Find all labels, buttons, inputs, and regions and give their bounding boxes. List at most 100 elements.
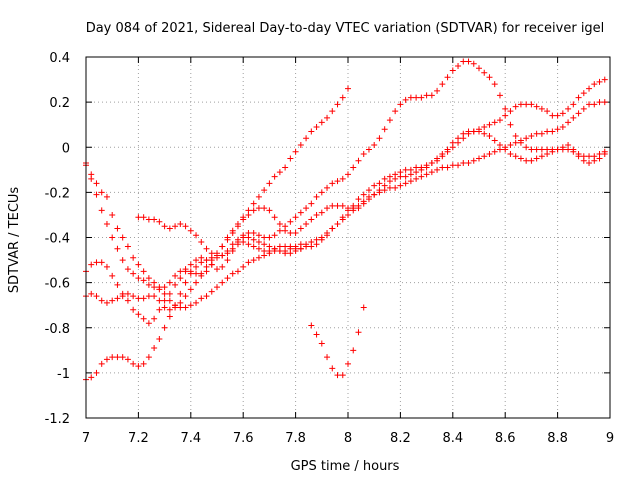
- data-point: [234, 236, 241, 243]
- data-point: [145, 354, 152, 361]
- data-point: [187, 286, 194, 293]
- data-point: [591, 81, 598, 88]
- data-point: [318, 234, 325, 241]
- data-point: [586, 160, 593, 167]
- data-point: [261, 248, 268, 255]
- data-point: [413, 169, 420, 176]
- data-point: [402, 173, 409, 180]
- data-point: [434, 155, 441, 162]
- data-point: [103, 299, 110, 306]
- data-point: [135, 363, 142, 370]
- y-tick-label: 0.4: [49, 51, 70, 66]
- data-point: [109, 272, 116, 279]
- data-point: [177, 275, 184, 282]
- data-point: [109, 234, 116, 241]
- data-point: [161, 223, 168, 230]
- data-point: [580, 157, 587, 164]
- data-point: [203, 245, 210, 252]
- data-point: [214, 284, 220, 291]
- data-point: [93, 369, 100, 376]
- data-point: [250, 229, 257, 236]
- data-point: [334, 202, 341, 209]
- data-point: [255, 254, 262, 261]
- data-point: [512, 132, 519, 139]
- data-point: [313, 211, 320, 218]
- data-point: [98, 259, 105, 266]
- x-tick-label: 7.4: [180, 431, 201, 446]
- data-point: [392, 108, 399, 115]
- data-point: [544, 108, 551, 115]
- data-point: [151, 315, 158, 322]
- data-point: [423, 164, 430, 171]
- data-point: [177, 299, 184, 306]
- data-point: [334, 220, 341, 227]
- data-point: [491, 137, 498, 144]
- data-point: [255, 205, 262, 212]
- data-point: [345, 171, 351, 178]
- data-point: [297, 141, 304, 148]
- data-point: [276, 227, 283, 234]
- data-point: [428, 160, 435, 167]
- data-point: [318, 119, 325, 126]
- data-point: [145, 281, 152, 288]
- data-point: [449, 67, 456, 74]
- data-point: [324, 205, 331, 212]
- data-point: [266, 234, 273, 241]
- data-point: [324, 114, 331, 121]
- data-point: [339, 94, 346, 101]
- data-point: [140, 268, 147, 275]
- data-point: [481, 123, 488, 130]
- data-point: [103, 193, 110, 200]
- data-point: [145, 293, 152, 300]
- data-point: [570, 146, 577, 153]
- data-point: [345, 360, 351, 367]
- data-point: [434, 166, 441, 173]
- data-point: [124, 356, 131, 363]
- data-point: [88, 374, 95, 381]
- data-point: [512, 153, 519, 160]
- x-tick-label: 8: [344, 431, 352, 446]
- data-point: [517, 101, 524, 108]
- data-point: [114, 245, 121, 252]
- data-point: [350, 207, 357, 214]
- data-point: [224, 257, 231, 264]
- data-point: [198, 272, 205, 279]
- data-point: [145, 216, 152, 223]
- data-point: [533, 103, 540, 110]
- data-point: [397, 173, 404, 180]
- data-point: [187, 270, 194, 277]
- data-point: [371, 141, 378, 148]
- data-point: [554, 112, 561, 119]
- data-point: [460, 58, 467, 65]
- series-5: [83, 99, 608, 383]
- data-point: [255, 239, 262, 246]
- grid-lines: [86, 57, 610, 418]
- data-point: [476, 155, 482, 162]
- data-point: [481, 69, 488, 76]
- data-point: [114, 225, 121, 232]
- data-point: [538, 130, 545, 137]
- data-point: [119, 293, 126, 300]
- data-point: [308, 239, 315, 246]
- data-point: [93, 180, 100, 187]
- data-point: [245, 234, 252, 241]
- data-point: [308, 216, 315, 223]
- data-point: [145, 275, 152, 282]
- data-point: [381, 126, 388, 133]
- data-point: [423, 92, 430, 99]
- data-point: [98, 297, 105, 304]
- data-point: [282, 243, 289, 250]
- data-point: [392, 175, 399, 182]
- data-point: [565, 119, 572, 126]
- data-point: [193, 270, 200, 277]
- data-point: [575, 94, 582, 101]
- data-point: [161, 324, 168, 331]
- data-point: [151, 284, 158, 291]
- data-point: [507, 121, 514, 128]
- data-point: [177, 268, 184, 275]
- x-tick-label: 7.2: [128, 431, 149, 446]
- data-point: [360, 304, 367, 311]
- data-point: [418, 94, 425, 101]
- data-point: [339, 372, 346, 379]
- data-point: [282, 164, 289, 171]
